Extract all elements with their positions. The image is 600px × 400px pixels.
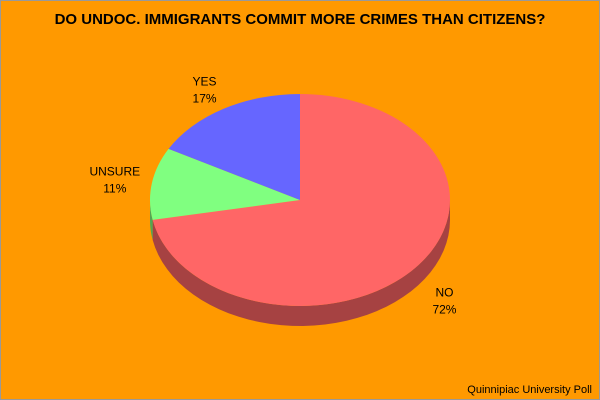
slice-label: NO [435,285,453,299]
slice-label: YES [193,75,217,89]
chart-title: DO UNDOC. IMMIGRANTS COMMIT MORE CRIMES … [55,11,546,28]
slice-side [152,200,450,326]
pie-slice [150,148,300,220]
pie-slice [152,94,451,306]
slice-value-label: 17% [193,92,217,106]
slice-value-label: 72% [432,302,456,316]
slice-label: UNSURE [89,164,140,178]
slice-value-label: 11% [103,181,126,195]
source-note: Quinnipiac University Poll [467,384,592,396]
pie-slice [168,94,300,200]
